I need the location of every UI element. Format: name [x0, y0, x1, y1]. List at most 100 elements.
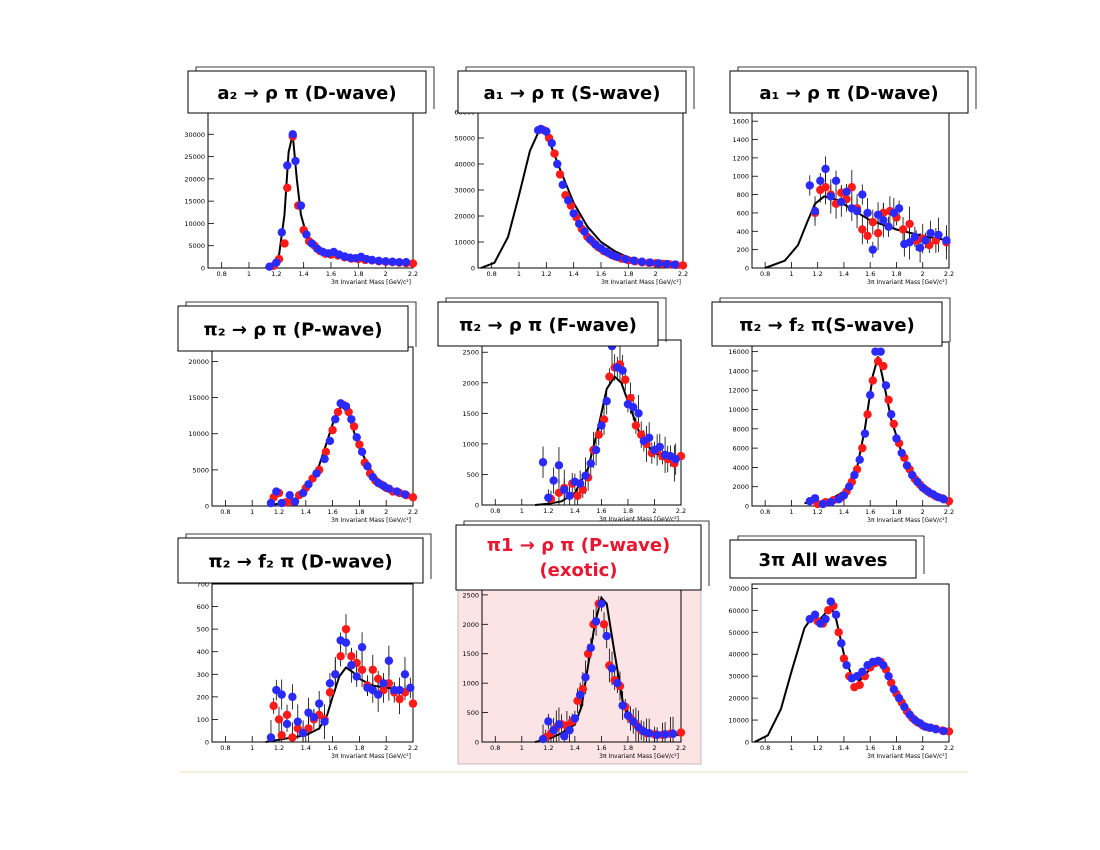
y-tick-label: 1000 — [732, 173, 749, 181]
blue-data-point — [831, 610, 841, 619]
blue-data-point — [908, 470, 917, 480]
blue-data-point — [373, 690, 383, 699]
y-tick-label: 1400 — [732, 136, 749, 144]
blue-data-point — [283, 161, 292, 170]
red-data-point — [863, 231, 872, 241]
red-data-point — [355, 440, 364, 449]
blue-data-point — [357, 643, 367, 652]
blue-data-point — [554, 720, 564, 729]
x-axis-title: 3π Invariant Mass [GeV/c²] — [331, 753, 411, 760]
x-tick-label: 2 — [652, 507, 656, 515]
blue-data-point — [810, 610, 820, 619]
x-tick-label: 1.2 — [274, 508, 284, 516]
red-data-point — [889, 419, 899, 429]
blue-data-point — [272, 487, 281, 496]
blue-data-point — [538, 734, 548, 744]
y-tick-label: 12000 — [728, 387, 749, 395]
x-tick-label: 2 — [652, 744, 656, 752]
x-tick-label: 2 — [921, 508, 925, 516]
blue-data-point — [302, 230, 311, 239]
title-box-shadow — [185, 301, 417, 347]
x-tick-label: 2.2 — [408, 270, 418, 278]
blue-data-point — [591, 617, 601, 626]
y-tick-label: 1000 — [462, 440, 479, 448]
red-data-point — [631, 421, 641, 430]
red-data-point — [868, 217, 878, 227]
blue-data-point — [406, 683, 415, 693]
plot-frame — [751, 583, 950, 743]
blue-data-point — [602, 631, 611, 641]
red-data-point — [858, 225, 867, 234]
y-tick-label: 1000 — [462, 680, 479, 688]
x-tick-label: 2 — [921, 744, 925, 752]
blue-data-point — [547, 139, 556, 148]
blue-data-point — [564, 196, 573, 205]
x-tick-label: 1 — [250, 744, 254, 752]
blue-data-point — [939, 495, 948, 504]
blue-data-point — [320, 717, 329, 726]
red-data-point — [839, 654, 849, 663]
title-box — [177, 305, 409, 352]
blue-data-point — [384, 484, 394, 493]
red-data-point — [605, 372, 614, 381]
red-data-point — [855, 680, 864, 690]
blue-data-point — [671, 454, 680, 464]
blue-data-point — [296, 201, 306, 210]
blue-data-point — [282, 719, 292, 729]
red-data-point — [594, 430, 603, 439]
panel-title: π1 → ρ π (P-wave) — [487, 535, 671, 556]
blue-data-point — [629, 256, 638, 265]
x-tick-label: 1.8 — [891, 270, 901, 278]
y-tick-label: 0 — [745, 265, 749, 273]
y-tick-label: 5000 — [192, 466, 209, 474]
y-tick-label: 0 — [205, 503, 209, 511]
blue-data-point — [866, 390, 875, 400]
y-tick-label: 200 — [197, 693, 209, 701]
x-tick-label: 1.6 — [596, 270, 606, 278]
x-tick-label: 1.4 — [301, 744, 311, 752]
red-data-point — [408, 699, 418, 708]
y-tick-label: 600 — [737, 209, 749, 217]
blue-data-point — [290, 497, 300, 506]
panel-6: 0 2000 4000 6000 8000 10000 12000 14000 16000 0.8… — [711, 297, 954, 524]
red-data-point — [555, 170, 565, 179]
y-tick-label: 30000 — [454, 187, 475, 195]
blue-data-point — [331, 670, 340, 679]
blue-data-point — [910, 232, 920, 241]
blue-data-point — [652, 730, 662, 740]
red-data-point — [676, 728, 686, 737]
blue-data-point — [881, 381, 891, 390]
blue-data-point — [575, 690, 585, 700]
x-tick-label: 1.8 — [353, 270, 363, 278]
red-data-point — [884, 395, 893, 405]
red-data-point — [347, 652, 356, 661]
red-data-point — [357, 665, 367, 674]
y-tick-label: 10000 — [728, 717, 749, 725]
blue-data-point — [591, 445, 601, 455]
red-data-point — [834, 628, 843, 637]
x-tick-label: 1.2 — [274, 744, 284, 752]
y-tick-label: 2000 — [732, 483, 749, 491]
blue-data-point — [544, 493, 553, 502]
red-data-point — [283, 183, 292, 192]
x-tick-label: 1.4 — [298, 270, 308, 278]
red-data-point — [898, 225, 908, 234]
y-tick-label: 5000 — [188, 242, 205, 250]
y-tick-label: 40000 — [454, 161, 475, 169]
y-tick-label: 40000 — [728, 651, 749, 659]
x-axis-title: 3π Invariant Mass [GeV/c²] — [331, 517, 411, 524]
model-curve — [265, 666, 414, 743]
blue-data-point — [607, 664, 617, 673]
y-tick-label: 10000 — [188, 430, 209, 438]
red-data-point — [678, 261, 688, 270]
y-tick-label: 14000 — [728, 367, 749, 375]
x-tick-label: 0.8 — [760, 270, 770, 278]
blue-data-point — [381, 257, 390, 266]
blue-data-point — [580, 227, 589, 236]
blue-data-point — [400, 670, 410, 679]
x-tick-label: 0.8 — [760, 744, 770, 752]
y-tick-label: 0 — [745, 739, 749, 747]
x-tick-label: 1.8 — [623, 270, 633, 278]
x-tick-label: 1 — [250, 508, 254, 516]
x-tick-label: 1 — [789, 270, 793, 278]
